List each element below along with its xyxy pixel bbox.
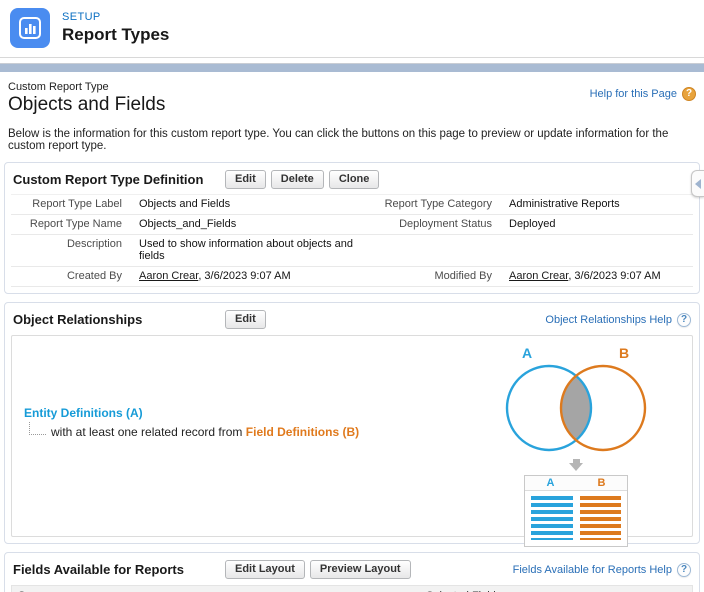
related-object-link[interactable]: Field Definitions (B) xyxy=(246,425,359,439)
field-label: Description xyxy=(11,235,135,267)
table-header-row: Source Selected Fields xyxy=(12,586,693,592)
object-relationships-help-link[interactable]: Object Relationships Help xyxy=(545,314,672,326)
setup-eyebrow: SETUP xyxy=(62,11,169,23)
edit-relationships-button[interactable]: Edit xyxy=(225,310,266,329)
preview-layout-button[interactable]: Preview Layout xyxy=(310,560,411,579)
venn-column: A B A B xyxy=(486,344,666,547)
created-by-date: , 3/6/2023 9:07 AM xyxy=(198,270,290,282)
help-question-icon[interactable]: ? xyxy=(677,563,691,577)
object-relationships-header: Object Relationships Edit Object Relatio… xyxy=(11,308,693,333)
sidebar-collapse-tab[interactable] xyxy=(691,170,704,197)
relationship-diagram-box: Entity Definitions (A) with at least one… xyxy=(11,335,693,537)
field-label: Modified By xyxy=(375,267,505,287)
mini-table-label-a: A xyxy=(525,477,576,489)
help-for-this-page-link[interactable]: Help for this Page xyxy=(590,88,677,100)
result-table-graphic: A B xyxy=(524,475,628,547)
page-head: Custom Report Type Objects and Fields He… xyxy=(0,72,704,116)
edit-layout-button[interactable]: Edit Layout xyxy=(225,560,305,579)
relationship-tree: Entity Definitions (A) with at least one… xyxy=(24,406,359,440)
relation-text-label: with at least one related record from xyxy=(51,425,242,439)
page-title: Objects and Fields xyxy=(8,94,165,116)
field-value: Used to show information about objects a… xyxy=(135,235,375,267)
breadcrumb: Custom Report Type xyxy=(8,81,165,93)
venn-label-a: A xyxy=(522,345,532,361)
setup-header: SETUP Report Types xyxy=(0,0,704,58)
field-value: Aaron Crear, 3/6/2023 9:07 AM xyxy=(505,267,693,287)
help-question-icon[interactable]: ? xyxy=(677,313,691,327)
app-title: Report Types xyxy=(62,25,169,45)
field-value: Deployed xyxy=(505,215,693,235)
detail-row: Created By Aaron Crear, 3/6/2023 9:07 AM… xyxy=(11,267,693,287)
fields-available-section: Fields Available for Reports Edit Layout… xyxy=(4,552,700,592)
field-label xyxy=(375,235,505,267)
down-arrow-icon xyxy=(569,459,583,471)
delete-button[interactable]: Delete xyxy=(271,170,324,189)
chevron-left-icon xyxy=(695,179,701,189)
definition-section: Custom Report Type Definition Edit Delet… xyxy=(4,162,700,294)
column-header-selected-fields: Selected Fields xyxy=(420,586,692,592)
field-value: Objects_and_Fields xyxy=(135,215,375,235)
venn-diagram: A B xyxy=(491,344,661,456)
fields-available-title: Fields Available for Reports xyxy=(13,562,225,577)
object-relationships-title: Object Relationships xyxy=(13,312,225,327)
page-intro: Below is the information for this custom… xyxy=(0,116,704,162)
venn-label-b: B xyxy=(619,345,629,361)
report-types-page: SETUP Report Types Custom Report Type Ob… xyxy=(0,0,704,592)
object-relationships-section: Object Relationships Edit Object Relatio… xyxy=(4,302,700,544)
definition-title: Custom Report Type Definition xyxy=(13,172,225,187)
header-titles: SETUP Report Types xyxy=(62,11,169,45)
field-value xyxy=(505,235,693,267)
detail-row: Report Type Label Objects and Fields Rep… xyxy=(11,195,693,215)
field-value: Administrative Reports xyxy=(505,195,693,215)
tree-connector xyxy=(29,422,46,435)
stripes-a xyxy=(531,496,573,540)
clone-button[interactable]: Clone xyxy=(329,170,380,189)
report-types-icon xyxy=(10,8,50,48)
modified-by-date: , 3/6/2023 9:07 AM xyxy=(568,270,660,282)
edit-button[interactable]: Edit xyxy=(225,170,266,189)
modified-by-user-link[interactable]: Aaron Crear xyxy=(509,270,568,282)
fields-available-header: Fields Available for Reports Edit Layout… xyxy=(11,558,693,583)
created-by-user-link[interactable]: Aaron Crear xyxy=(139,270,198,282)
stripes-b xyxy=(580,496,622,540)
mini-table-label-b: B xyxy=(576,477,627,489)
definition-header: Custom Report Type Definition Edit Delet… xyxy=(11,168,693,193)
field-label: Report Type Name xyxy=(11,215,135,235)
definition-detail-table: Report Type Label Objects and Fields Rep… xyxy=(11,194,693,287)
field-label: Report Type Label xyxy=(11,195,135,215)
field-value: Aaron Crear, 3/6/2023 9:07 AM xyxy=(135,267,375,287)
detail-row: Report Type Name Objects_and_Fields Depl… xyxy=(11,215,693,235)
divider-band xyxy=(0,63,704,72)
field-label: Created By xyxy=(11,267,135,287)
field-label: Deployment Status xyxy=(375,215,505,235)
relationship-row: with at least one related record from Fi… xyxy=(24,422,359,440)
help-question-icon[interactable]: ? xyxy=(682,87,696,101)
bar-chart-icon xyxy=(17,15,43,41)
primary-object-link[interactable]: Entity Definitions (A) xyxy=(24,406,359,420)
column-header-source: Source xyxy=(12,586,421,592)
field-value: Objects and Fields xyxy=(135,195,375,215)
field-label: Report Type Category xyxy=(375,195,505,215)
detail-row: Description Used to show information abo… xyxy=(11,235,693,267)
relationship-text: with at least one related record from Fi… xyxy=(51,425,359,440)
fields-available-help-link[interactable]: Fields Available for Reports Help xyxy=(513,564,672,576)
fields-available-table: Source Selected Fields Entity Definition… xyxy=(11,585,693,592)
